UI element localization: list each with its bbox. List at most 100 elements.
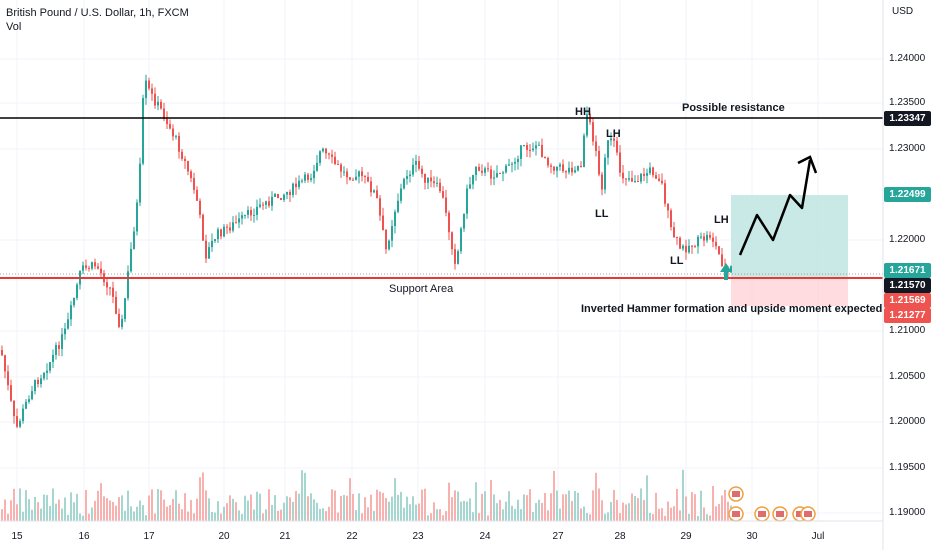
volume-bar: [28, 499, 30, 521]
candle: [256, 206, 258, 215]
candle: [58, 345, 60, 349]
volume-bar: [385, 498, 387, 521]
volume-bar: [202, 472, 204, 521]
volume-bar: [715, 506, 717, 521]
volume-bar: [583, 506, 585, 521]
ll-label-2: LL: [670, 255, 684, 267]
volume-bar: [685, 496, 687, 521]
volume-bar: [496, 503, 498, 521]
candle: [193, 178, 195, 190]
candle: [625, 178, 627, 180]
candle: [355, 176, 357, 180]
candle: [241, 215, 243, 219]
volume-bar: [277, 510, 279, 521]
volume-bar: [517, 499, 519, 521]
candle: [385, 229, 387, 250]
candle: [1, 350, 3, 356]
date-tick-label: 17: [143, 531, 155, 542]
candle: [400, 188, 402, 201]
volume-bar: [79, 513, 81, 521]
candle: [541, 144, 543, 158]
candle: [445, 197, 447, 213]
volume-bar: [508, 491, 510, 521]
stop-price-badge: 1.21277: [884, 308, 931, 323]
candle: [232, 222, 234, 231]
volume-bar: [454, 490, 456, 521]
volume-bar: [361, 513, 363, 521]
candle: [112, 287, 114, 297]
volume-bar: [418, 503, 420, 521]
candle: [250, 210, 252, 216]
candle: [292, 183, 294, 195]
volume-bar: [694, 494, 696, 521]
candle: [730, 266, 732, 273]
volume-bar: [10, 500, 12, 521]
candle: [457, 251, 459, 264]
volume-bar: [394, 478, 396, 521]
candle: [352, 179, 354, 181]
volume-bar: [469, 498, 471, 521]
volume-bar: [712, 485, 714, 521]
candle: [694, 246, 696, 248]
candle: [391, 226, 393, 241]
symbol-title[interactable]: British Pound / U.S. Dollar, 1h, FXCM: [6, 7, 189, 19]
volume-bar: [73, 502, 75, 521]
volume-bar: [535, 502, 537, 521]
candles: [1, 74, 732, 429]
date-tick-label: 23: [412, 531, 424, 542]
candle: [475, 166, 477, 176]
candle: [310, 178, 312, 180]
candle: [460, 228, 462, 252]
candle: [154, 93, 156, 106]
candle: [175, 135, 177, 137]
candle: [505, 165, 507, 173]
volume-bar: [196, 498, 198, 521]
target-price-badge: 1.22499: [884, 187, 931, 202]
volume-bar: [472, 512, 474, 521]
volume-bar: [76, 493, 78, 521]
candle: [169, 124, 171, 129]
volume-bar: [664, 515, 666, 521]
candle: [709, 235, 711, 238]
volume-bar: [673, 506, 675, 521]
candle: [40, 378, 42, 385]
volume-bar: [580, 508, 582, 521]
candle: [601, 174, 603, 190]
volume-bar: [100, 483, 102, 521]
candle: [160, 101, 162, 109]
candle: [658, 178, 660, 181]
candle: [70, 305, 72, 320]
date-tick-label: 24: [479, 531, 491, 542]
date-tick-label: 21: [279, 531, 291, 542]
volume-bar: [178, 503, 180, 521]
candle: [502, 172, 504, 174]
candle: [361, 171, 363, 177]
volume-bar: [550, 493, 552, 521]
volume-bar: [280, 509, 282, 521]
volume-bar: [103, 496, 105, 521]
volume-bar: [34, 496, 36, 521]
candle: [115, 296, 117, 314]
volume-bar: [271, 504, 273, 521]
volume-bar: [640, 488, 642, 521]
volume-bar: [559, 508, 561, 521]
volume-bar: [97, 490, 99, 521]
volume-bar: [145, 515, 147, 521]
candle: [199, 200, 201, 215]
volume-bar: [283, 502, 285, 521]
candle: [586, 114, 588, 136]
candle: [574, 170, 576, 173]
volume-bar: [568, 490, 570, 521]
volume-bar: [331, 489, 333, 521]
date-tick-label: 28: [614, 531, 626, 542]
candle: [478, 166, 480, 171]
volume-bar: [106, 498, 108, 521]
candle: [67, 319, 69, 329]
candle: [211, 240, 213, 248]
volume-bar: [166, 506, 168, 521]
candle: [508, 164, 510, 166]
volume-bar: [370, 494, 372, 521]
candle: [286, 191, 288, 195]
candle: [661, 180, 663, 184]
